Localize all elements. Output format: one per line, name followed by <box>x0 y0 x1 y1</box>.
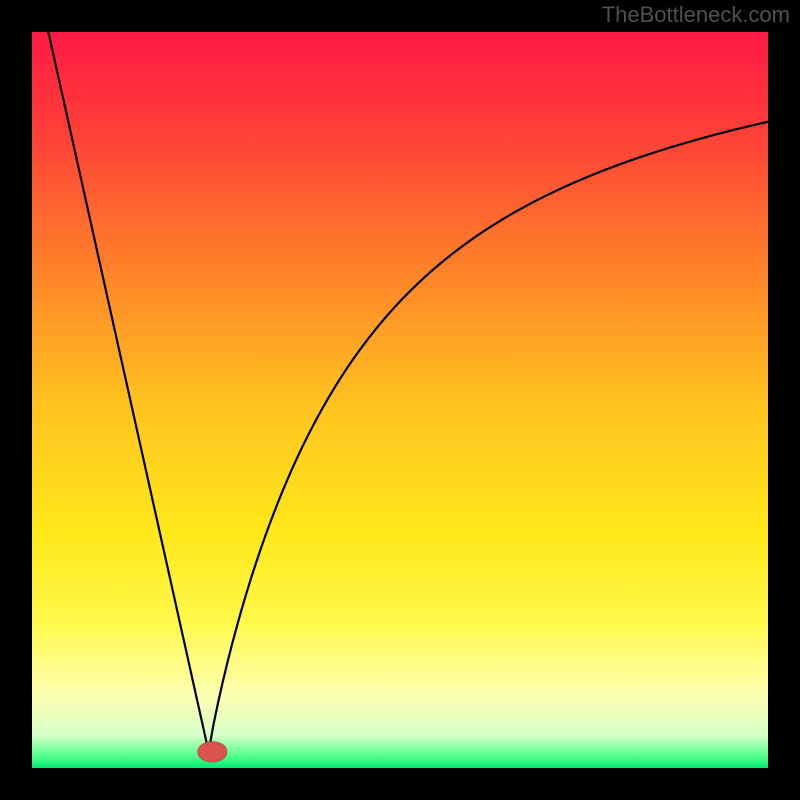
chart-frame: TheBottleneck.com <box>0 0 800 800</box>
plot-area <box>32 25 775 768</box>
minimum-marker <box>198 742 227 763</box>
plot-background <box>32 32 768 768</box>
chart-svg <box>0 0 800 800</box>
